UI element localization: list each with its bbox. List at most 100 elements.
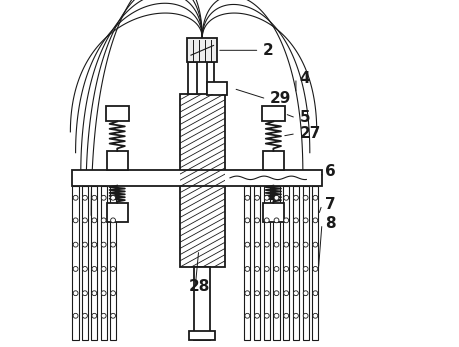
Circle shape xyxy=(254,291,259,296)
Circle shape xyxy=(82,291,87,296)
Circle shape xyxy=(293,291,298,296)
Bar xyxy=(194,267,210,340)
Circle shape xyxy=(283,291,288,296)
Bar xyxy=(73,186,78,340)
Bar xyxy=(207,62,213,94)
Bar xyxy=(263,151,283,170)
Circle shape xyxy=(101,266,106,271)
Circle shape xyxy=(73,266,78,271)
Circle shape xyxy=(293,218,298,223)
Circle shape xyxy=(101,218,106,223)
Circle shape xyxy=(73,313,78,318)
Text: 8: 8 xyxy=(325,216,336,231)
Circle shape xyxy=(302,195,308,200)
Circle shape xyxy=(82,195,87,200)
Circle shape xyxy=(92,313,96,318)
Circle shape xyxy=(312,195,317,200)
Bar xyxy=(263,203,283,222)
Bar xyxy=(292,186,298,340)
Text: 6: 6 xyxy=(325,164,336,179)
Circle shape xyxy=(312,291,317,296)
Circle shape xyxy=(82,218,87,223)
Text: 2: 2 xyxy=(263,43,273,58)
Circle shape xyxy=(283,195,288,200)
Circle shape xyxy=(244,242,249,247)
Text: 28: 28 xyxy=(188,279,209,294)
Bar xyxy=(312,186,318,340)
Bar xyxy=(273,186,279,340)
Circle shape xyxy=(254,195,259,200)
Circle shape xyxy=(111,291,115,296)
Text: 4: 4 xyxy=(299,70,309,86)
Circle shape xyxy=(92,266,96,271)
Circle shape xyxy=(244,313,249,318)
Bar xyxy=(302,186,308,340)
Circle shape xyxy=(82,266,87,271)
Circle shape xyxy=(254,266,259,271)
Bar xyxy=(187,38,217,62)
Bar xyxy=(91,186,97,340)
Circle shape xyxy=(302,218,308,223)
Bar xyxy=(110,186,116,340)
Bar xyxy=(106,106,128,121)
Circle shape xyxy=(111,313,115,318)
Circle shape xyxy=(244,218,249,223)
Circle shape xyxy=(254,313,259,318)
Circle shape xyxy=(111,242,115,247)
Circle shape xyxy=(82,242,87,247)
Circle shape xyxy=(244,266,249,271)
Bar xyxy=(282,186,289,340)
Circle shape xyxy=(302,291,308,296)
Circle shape xyxy=(274,195,278,200)
Circle shape xyxy=(254,242,259,247)
Circle shape xyxy=(73,218,78,223)
Bar xyxy=(106,203,127,222)
Circle shape xyxy=(283,218,288,223)
Circle shape xyxy=(73,195,78,200)
Circle shape xyxy=(73,291,78,296)
Bar xyxy=(188,62,196,94)
Circle shape xyxy=(92,195,96,200)
Text: 27: 27 xyxy=(299,126,320,141)
Bar xyxy=(72,170,321,186)
Circle shape xyxy=(293,242,298,247)
Circle shape xyxy=(274,313,278,318)
Bar xyxy=(189,331,215,340)
Circle shape xyxy=(254,218,259,223)
Bar xyxy=(263,186,269,340)
Circle shape xyxy=(293,313,298,318)
Bar xyxy=(207,82,226,95)
Circle shape xyxy=(92,218,96,223)
Circle shape xyxy=(264,218,269,223)
Circle shape xyxy=(302,242,308,247)
Bar xyxy=(179,94,224,267)
Bar xyxy=(106,151,127,170)
Circle shape xyxy=(312,242,317,247)
Bar xyxy=(262,106,284,121)
Circle shape xyxy=(274,242,278,247)
Circle shape xyxy=(92,291,96,296)
Circle shape xyxy=(283,313,288,318)
Circle shape xyxy=(312,313,317,318)
Circle shape xyxy=(302,313,308,318)
Circle shape xyxy=(274,218,278,223)
Circle shape xyxy=(302,266,308,271)
Circle shape xyxy=(312,266,317,271)
Text: 29: 29 xyxy=(269,91,291,107)
Circle shape xyxy=(101,313,106,318)
Circle shape xyxy=(101,195,106,200)
Circle shape xyxy=(312,218,317,223)
Circle shape xyxy=(283,266,288,271)
Text: 5: 5 xyxy=(299,110,309,126)
Circle shape xyxy=(92,242,96,247)
Circle shape xyxy=(274,266,278,271)
Circle shape xyxy=(101,242,106,247)
Circle shape xyxy=(264,313,269,318)
Circle shape xyxy=(111,218,115,223)
Circle shape xyxy=(293,195,298,200)
Circle shape xyxy=(283,242,288,247)
Circle shape xyxy=(101,291,106,296)
Bar xyxy=(253,186,260,340)
Text: 7: 7 xyxy=(325,197,336,212)
Circle shape xyxy=(264,242,269,247)
